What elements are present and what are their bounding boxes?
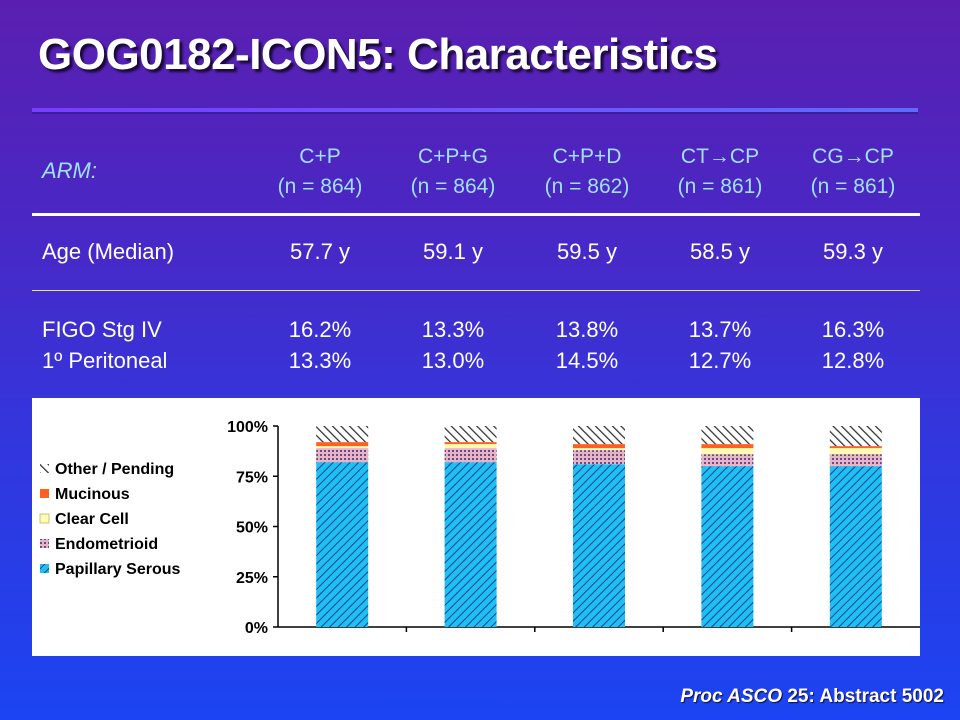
bar-segment bbox=[573, 464, 625, 627]
arm-header-1: C+P (n = 864) bbox=[255, 142, 385, 202]
citation-details: 25: Abstract 5002 bbox=[782, 686, 944, 707]
cell-figo-5: 16.3% bbox=[821, 317, 885, 342]
legend-label: Other / Pending bbox=[55, 461, 174, 478]
row-label-peritoneal: 1º Peritoneal bbox=[42, 348, 168, 373]
bar-segment bbox=[573, 448, 625, 451]
bar-segment bbox=[316, 426, 369, 443]
bar-segment bbox=[573, 426, 625, 445]
arm-name: C+P+G bbox=[417, 145, 489, 168]
cell-figo-4: 13.7% bbox=[688, 317, 752, 342]
arm-header-4: CT→CP (n = 861) bbox=[655, 142, 785, 202]
legend-swatch bbox=[40, 489, 49, 498]
arm-n: (n = 861) bbox=[810, 175, 896, 198]
arm-header-5: CG→CP (n = 861) bbox=[788, 142, 918, 202]
legend-swatch bbox=[40, 564, 49, 573]
arm-header-3: C+P+D (n = 862) bbox=[522, 142, 652, 202]
cell-age-3: 59.5 y bbox=[557, 239, 617, 264]
arm-n: (n = 861) bbox=[677, 175, 763, 198]
cell-age-5: 59.3 y bbox=[823, 239, 883, 264]
legend-label: Papillary Serous bbox=[55, 561, 180, 578]
bar-segment bbox=[829, 454, 882, 467]
arm-n: (n = 864) bbox=[277, 175, 363, 198]
cell-age-4: 58.5 y bbox=[690, 239, 750, 264]
cell-age-2: 59.1 y bbox=[423, 239, 483, 264]
chart-panel: Other / Pending Mucinous Clear Cell Endomet… bbox=[32, 398, 920, 656]
citation-journal: Proc ASCO bbox=[680, 686, 783, 707]
arm-n: (n = 864) bbox=[410, 175, 496, 198]
arm-name: C+P+D bbox=[552, 145, 622, 168]
row-label-figo: FIGO Stg IV bbox=[42, 317, 162, 342]
y-tick-label: 25% bbox=[236, 570, 268, 587]
legend-label: Clear Cell bbox=[55, 511, 129, 528]
chart-bars bbox=[316, 426, 882, 627]
legend-label: Endometrioid bbox=[55, 536, 158, 553]
arm-label: ARM: bbox=[42, 158, 97, 183]
bar-segment bbox=[444, 442, 497, 445]
chart-legend: Other / Pending Mucinous Clear Cell Endomet… bbox=[39, 461, 180, 578]
arm-name: CT→CP bbox=[680, 145, 760, 168]
legend-swatch bbox=[39, 513, 50, 524]
header-rule bbox=[32, 213, 920, 216]
bar-segment bbox=[316, 448, 369, 463]
cell-peritoneal-5: 12.8% bbox=[821, 348, 885, 373]
slide-title: GOG0182-ICON5: Characteristics bbox=[38, 30, 718, 79]
bar-segment bbox=[701, 466, 754, 627]
legend-swatch bbox=[40, 539, 49, 548]
bar-segment bbox=[444, 426, 497, 443]
y-tick-label: 0% bbox=[245, 620, 268, 637]
bar-segment bbox=[573, 450, 625, 465]
bar-segment bbox=[701, 426, 754, 445]
row-label-age: Age (Median) bbox=[42, 239, 175, 264]
bar-segment bbox=[701, 454, 754, 467]
cell-peritoneal-1: 13.3% bbox=[288, 348, 352, 373]
y-tick-label: 100% bbox=[227, 419, 268, 436]
legend-label: Mucinous bbox=[55, 486, 130, 503]
bar-segment bbox=[444, 444, 497, 449]
y-tick-label: 75% bbox=[236, 469, 268, 486]
cell-age-1: 57.7 y bbox=[290, 239, 350, 264]
cell-figo-1: 16.2% bbox=[288, 317, 352, 342]
bar-segment bbox=[316, 462, 369, 627]
y-tick-label: 50% bbox=[236, 520, 268, 537]
arm-name: C+P bbox=[299, 145, 341, 168]
cell-peritoneal-4: 12.7% bbox=[688, 348, 752, 373]
bar-segment bbox=[829, 426, 882, 447]
bar-segment bbox=[316, 446, 369, 449]
bar-segment bbox=[829, 466, 882, 627]
bar-segment bbox=[829, 448, 882, 455]
cell-figo-3: 13.8% bbox=[555, 317, 619, 342]
cell-figo-2: 13.3% bbox=[421, 317, 485, 342]
arm-n: (n = 862) bbox=[544, 175, 630, 198]
cell-peritoneal-3: 14.5% bbox=[555, 348, 619, 373]
bar-segment bbox=[316, 442, 369, 447]
chart-axes: 0% 25% 50% 75% 100% bbox=[227, 419, 920, 637]
bar-segment bbox=[701, 448, 754, 455]
cell-peritoneal-2: 13.0% bbox=[421, 348, 485, 373]
arm-header-2: C+P+G (n = 864) bbox=[388, 142, 518, 202]
histology-stacked-bar-chart: Other / Pending Mucinous Clear Cell Endomet… bbox=[39, 419, 920, 637]
legend-swatch bbox=[40, 464, 49, 473]
bar-segment bbox=[701, 444, 754, 449]
bar-segment bbox=[573, 444, 625, 449]
bar-segment bbox=[829, 446, 882, 449]
row-rule bbox=[32, 290, 920, 291]
bar-segment bbox=[444, 462, 497, 627]
citation-footer: Proc ASCO 25: Abstract 5002 bbox=[680, 686, 944, 708]
title-underline bbox=[32, 108, 918, 112]
arm-name: CG→CP bbox=[812, 145, 894, 168]
bar-segment bbox=[444, 448, 497, 463]
